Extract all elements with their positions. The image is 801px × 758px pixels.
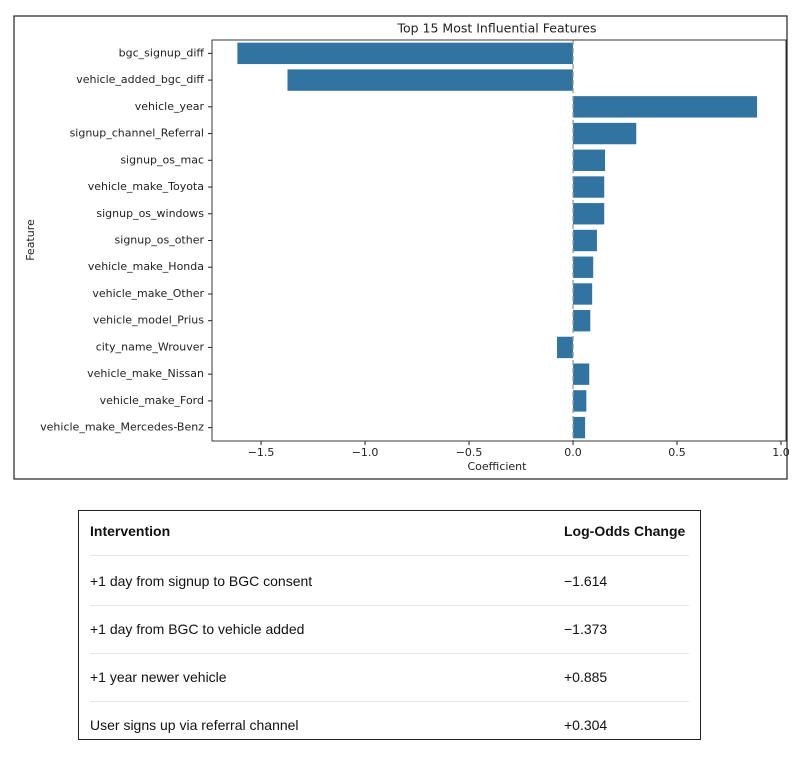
x-tick-label: −1.5 [248, 446, 275, 459]
chart-title: Top 15 Most Influential Features [396, 21, 596, 36]
table-cell: +1 year newer vehicle [90, 669, 227, 685]
bar [573, 363, 590, 385]
bar [557, 336, 574, 359]
y-tick-label: signup_os_other [115, 234, 205, 247]
table-cell: User signs up via referral channel [90, 717, 299, 733]
x-tick-label: 1.0 [772, 446, 790, 459]
y-tick-label: bgc_signup_diff [119, 46, 205, 59]
bar [573, 416, 586, 439]
table-row: +1 year newer vehicle +0.885 [90, 653, 689, 702]
y-tick-label: vehicle_make_Other [92, 287, 204, 300]
y-tick-label: vehicle_make_Nissan [87, 367, 204, 380]
bar [573, 310, 591, 332]
bar [573, 390, 587, 412]
y-tick-label: vehicle_added_bgc_diff [76, 73, 204, 86]
table-row: +1 day from BGC to vehicle added −1.373 [90, 605, 689, 654]
table-cell: +1 day from BGC to vehicle added [90, 621, 305, 637]
table: Intervention Log-Odds Change +1 day from s… [78, 510, 701, 740]
bar [573, 203, 605, 225]
y-tick-label: signup_channel_Referral [70, 127, 204, 140]
axes-frame [211, 39, 787, 442]
chart: Top 15 Most Influential Features Coeffic… [13, 15, 790, 480]
bar [237, 42, 574, 65]
x-tick-label: 0.0 [564, 446, 582, 459]
y-tick-label: vehicle_model_Prius [93, 314, 204, 327]
x-tick-label: −1.0 [352, 446, 379, 459]
y-tick-label: vehicle_make_Mercedes-Benz [40, 421, 204, 434]
x-tick-label: −0.5 [456, 446, 483, 459]
bar [573, 256, 594, 278]
x-tick-label: 0.5 [668, 446, 686, 459]
bar [573, 176, 605, 198]
chart-frame [13, 15, 788, 480]
bar [573, 96, 758, 118]
bar [573, 283, 593, 305]
x-axis-label: Coefficient [468, 460, 528, 473]
bar [287, 69, 574, 91]
table-cell: −1.373 [564, 621, 608, 637]
table-cell: Log-Odds Change [564, 523, 686, 539]
y-tick-label: signup_os_windows [96, 207, 204, 220]
y-tick-label: vehicle_make_Toyota [88, 180, 204, 193]
table-cell: +0.304 [564, 717, 608, 733]
bar [573, 149, 606, 171]
table-cell: +1 day from signup to BGC consent [90, 573, 313, 589]
table-row: User signs up via referral channel +0.304 [90, 701, 689, 749]
bar [573, 229, 597, 252]
y-tick-label: vehicle_year [135, 100, 205, 113]
table-row: +1 day from signup to BGC consent −1.614 [90, 557, 689, 606]
y-tick-label: city_name_Wrouver [96, 340, 205, 353]
table-header: Intervention Log-Odds Change [90, 507, 689, 556]
table-cell: Intervention [90, 523, 171, 539]
table-cell: −1.614 [564, 573, 608, 589]
table-cell: +0.885 [564, 669, 608, 685]
y-tick-label: vehicle_make_Honda [88, 260, 204, 273]
y-axis-label: Feature [24, 219, 37, 261]
y-tick-label: signup_os_mac [120, 153, 204, 166]
bar [573, 122, 637, 145]
y-tick-label: vehicle_make_Ford [100, 394, 204, 407]
